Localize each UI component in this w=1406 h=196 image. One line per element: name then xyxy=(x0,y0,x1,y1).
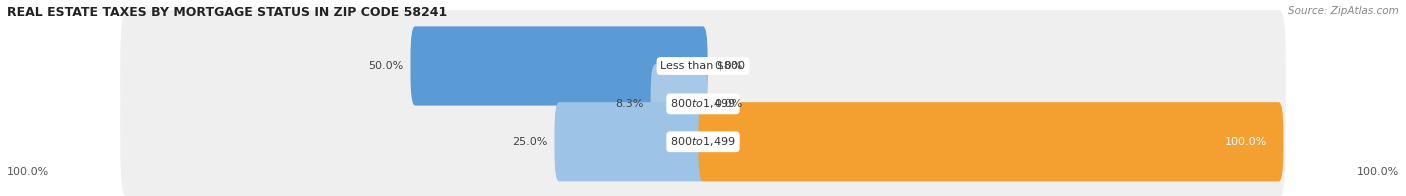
Text: Less than $800: Less than $800 xyxy=(661,61,745,71)
Text: REAL ESTATE TAXES BY MORTGAGE STATUS IN ZIP CODE 58241: REAL ESTATE TAXES BY MORTGAGE STATUS IN … xyxy=(7,6,447,19)
Text: 0.0%: 0.0% xyxy=(714,99,742,109)
Text: 50.0%: 50.0% xyxy=(368,61,404,71)
FancyBboxPatch shape xyxy=(411,26,707,106)
FancyBboxPatch shape xyxy=(121,86,1285,196)
Text: 100.0%: 100.0% xyxy=(7,167,49,178)
Text: $800 to $1,499: $800 to $1,499 xyxy=(671,97,735,110)
Text: 100.0%: 100.0% xyxy=(1357,167,1399,178)
FancyBboxPatch shape xyxy=(554,102,707,181)
Text: 100.0%: 100.0% xyxy=(1225,137,1267,147)
Text: Source: ZipAtlas.com: Source: ZipAtlas.com xyxy=(1288,6,1399,16)
FancyBboxPatch shape xyxy=(121,10,1285,122)
FancyBboxPatch shape xyxy=(699,102,1284,181)
Legend: Without Mortgage, With Mortgage: Without Mortgage, With Mortgage xyxy=(576,195,830,196)
Text: $800 to $1,499: $800 to $1,499 xyxy=(671,135,735,148)
FancyBboxPatch shape xyxy=(651,64,707,143)
Text: 8.3%: 8.3% xyxy=(616,99,644,109)
Text: 25.0%: 25.0% xyxy=(512,137,547,147)
FancyBboxPatch shape xyxy=(121,48,1285,160)
Text: 0.0%: 0.0% xyxy=(714,61,742,71)
